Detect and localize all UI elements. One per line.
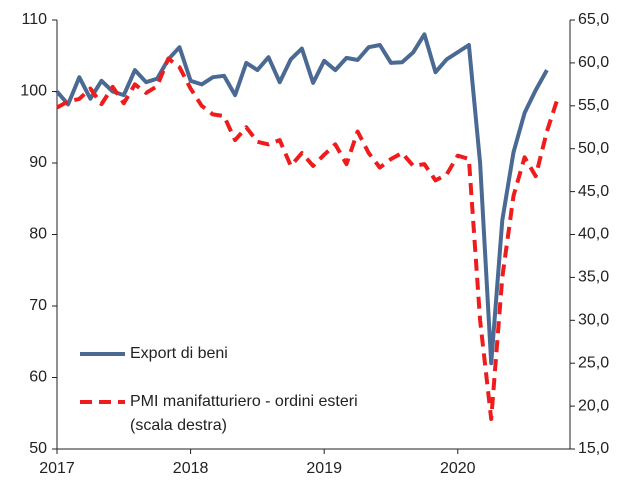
y2-tick-label: 35,0: [578, 269, 609, 286]
y-tick-label: 90: [29, 154, 47, 171]
legend-label: Export di beni: [130, 345, 228, 362]
y-tick-label: 70: [29, 297, 47, 314]
y2-tick-label: 55,0: [578, 97, 609, 114]
y2-tick-label: 25,0: [578, 354, 609, 371]
y2-tick-label: 50,0: [578, 140, 609, 157]
y2-tick-label: 45,0: [578, 183, 609, 200]
series-line: [56, 56, 560, 421]
y-tick-label: 60: [29, 369, 47, 386]
y2-tick-label: 40,0: [578, 226, 609, 243]
y-tick-label: 110: [21, 11, 47, 28]
x-tick-label: 2019: [306, 460, 342, 477]
x-tick-label: 2020: [440, 460, 476, 477]
y2-tick-label: 60,0: [578, 54, 609, 71]
y2-tick-label: 30,0: [578, 312, 609, 329]
legend-label: PMI manifatturiero - ordini esteri (scal…: [130, 393, 358, 434]
y-tick-label: 100: [20, 83, 47, 100]
x-tick-label: 2017: [39, 460, 75, 477]
y2-tick-label: 20,0: [578, 397, 609, 414]
y-tick-label: 80: [29, 226, 47, 243]
x-tick-label: 2018: [173, 460, 209, 477]
y2-tick-label: 65,0: [578, 11, 609, 28]
y-tick-label: 50: [29, 440, 47, 457]
series-line: [55, 32, 549, 366]
y2-tick-label: 15,0: [578, 440, 609, 457]
